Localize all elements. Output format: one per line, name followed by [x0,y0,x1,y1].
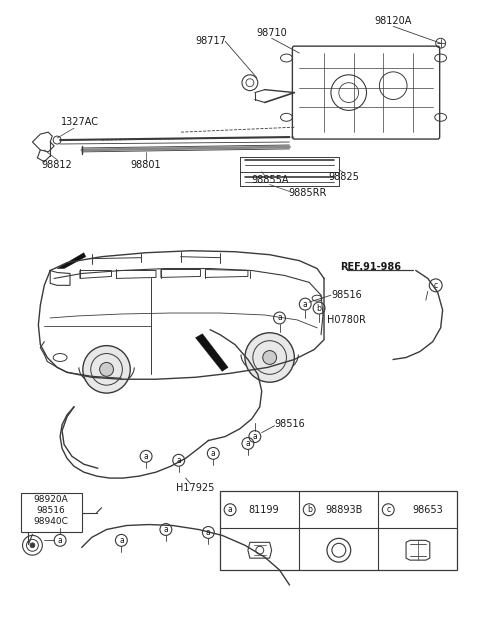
Text: 9885RR: 9885RR [288,189,326,198]
Text: a: a [58,536,62,545]
Text: a: a [228,505,232,515]
Text: c: c [433,281,438,290]
Text: a: a [176,456,181,465]
Text: 98516: 98516 [331,290,362,300]
Text: 98516: 98516 [274,419,305,429]
Text: 98855A: 98855A [251,175,288,184]
Text: a: a [164,525,168,534]
Polygon shape [195,334,228,371]
Text: a: a [277,313,282,323]
Text: H0780R: H0780R [327,315,366,325]
Text: REF.91-986: REF.91-986 [340,262,401,272]
Text: 98940C: 98940C [34,517,69,526]
Text: 98920A: 98920A [34,495,69,504]
Text: 81199: 81199 [249,504,279,515]
Text: 98812: 98812 [42,160,72,170]
Text: c: c [386,505,390,515]
Circle shape [30,543,35,548]
Text: 98516: 98516 [37,506,66,515]
Text: 98717: 98717 [195,36,226,46]
Text: 98710: 98710 [256,28,287,38]
Text: 1327AC: 1327AC [61,117,99,127]
Circle shape [245,333,294,382]
Text: 98801: 98801 [131,160,161,170]
Circle shape [100,362,113,376]
Text: a: a [211,449,216,458]
Bar [220,491,457,570]
Text: b: b [307,505,312,515]
Text: a: a [144,452,148,461]
Text: b: b [317,304,322,313]
Circle shape [83,345,130,393]
Text: 98120A: 98120A [374,16,412,26]
Text: 98893B: 98893B [325,504,362,515]
Text: 98653: 98653 [412,504,443,515]
Text: a: a [303,299,308,309]
Text: a: a [206,528,211,537]
Bar [21,493,82,532]
Text: H17925: H17925 [176,483,215,493]
Text: 98825: 98825 [328,172,359,182]
Polygon shape [57,253,86,269]
Text: a: a [119,536,124,545]
Circle shape [263,350,276,364]
Text: a: a [252,432,257,441]
Text: a: a [246,439,250,448]
